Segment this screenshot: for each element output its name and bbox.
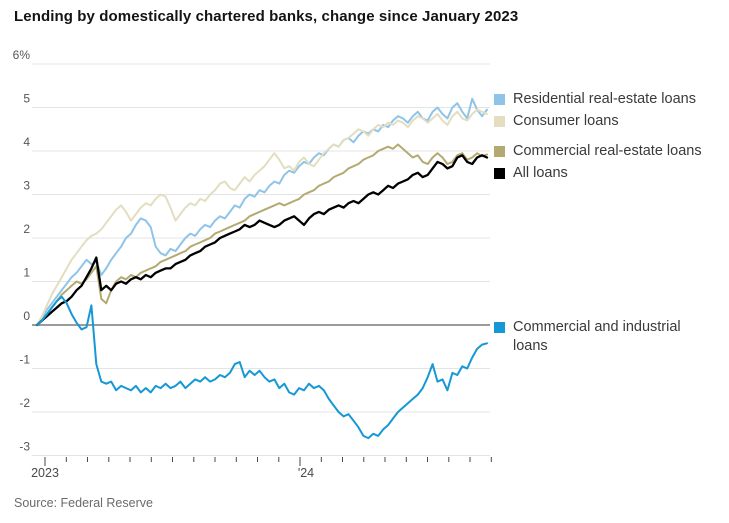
legend-label-consumer: Consumer loans [513,113,619,129]
legend-label-commercial-real-estate: Commercial real-estate loans [513,143,702,159]
legend-item-all-loans: All loans [494,164,568,183]
legend-item-residential: Residential real-estate loans [494,90,696,109]
series-line-cre [36,143,488,326]
legend-label-commercial-industrial: Commercial and industrial loans [513,319,681,354]
series-line-ci [36,295,488,440]
legend-item-commercial-real-estate: Commercial real-estate loans [494,142,702,161]
series-line-consumer [36,108,488,326]
y-axis-label: -2 [19,396,30,410]
legend-swatch-residential-icon [494,94,505,105]
legend-label-residential: Residential real-estate loans [513,91,696,107]
y-axis-label: 4 [23,135,30,149]
y-axis-label: 2 [23,222,30,236]
legend-swatch-consumer-icon [494,116,505,127]
series-line-residential [36,97,488,326]
y-axis-label: -1 [19,353,30,367]
y-axis-label: 6% [13,48,31,62]
chart-title: Lending by domestically chartered banks,… [14,8,519,25]
y-axis-label: 0 [23,309,30,323]
source-note: Source: Federal Reserve [14,496,153,510]
legend-item-commercial-industrial: Commercial and industrial loans [494,318,691,356]
legend-swatch-all-loans-icon [494,168,505,179]
y-axis-label: 1 [23,266,30,280]
legend-label-all-loans: All loans [513,165,568,181]
series-line-all [35,154,489,327]
y-axis-label: 5 [23,92,30,106]
legend-swatch-commercial-industrial-icon [494,322,505,333]
x-axis-label: '24 [298,466,314,480]
x-axis-label: 2023 [31,466,59,480]
y-axis-label: 3 [23,179,30,193]
legend-swatch-commercial-real-estate-icon [494,146,505,157]
y-axis-label: -3 [19,440,30,454]
legend-item-consumer: Consumer loans [494,112,619,131]
